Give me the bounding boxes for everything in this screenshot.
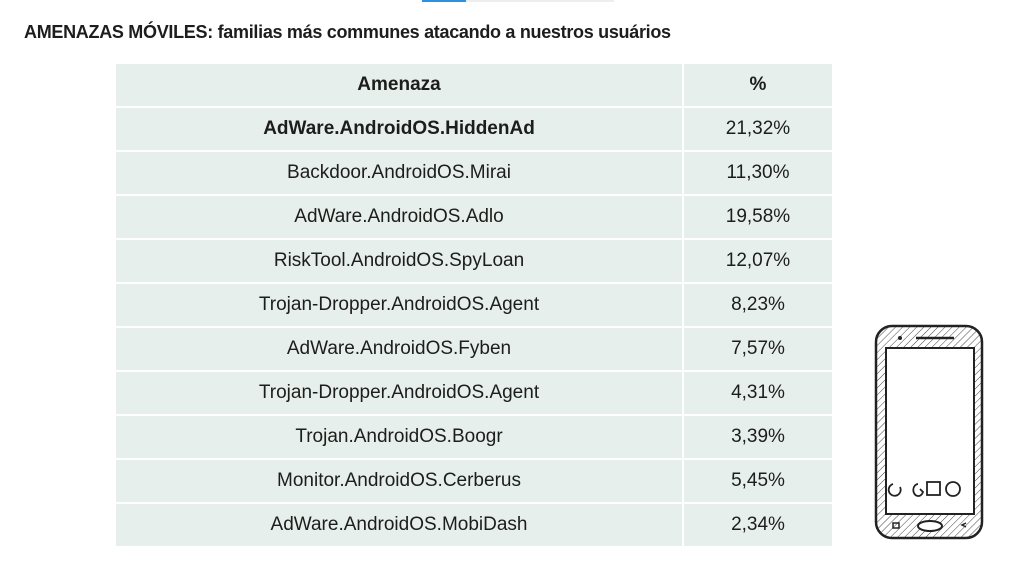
- table-row: Monitor.AndroidOS.Cerberus 5,45%: [114, 458, 834, 504]
- table-row: AdWare.AndroidOS.Fyben 7,57%: [114, 326, 834, 372]
- threat-name: Trojan-Dropper.AndroidOS.Agent: [114, 282, 684, 328]
- threat-name: Backdoor.AndroidOS.Mirai: [114, 150, 684, 196]
- header-threat: Amenaza: [114, 62, 684, 108]
- threat-percent: 12,07%: [682, 238, 834, 284]
- table-row: AdWare.AndroidOS.MobiDash 2,34%: [114, 502, 834, 548]
- threat-name: Trojan.AndroidOS.Boogr: [114, 414, 684, 460]
- threat-percent: 21,32%: [682, 106, 834, 152]
- threat-name: AdWare.AndroidOS.MobiDash: [114, 502, 684, 548]
- table-row: Trojan-Dropper.AndroidOS.Agent 4,31%: [114, 370, 834, 416]
- threat-percent: 8,23%: [682, 282, 834, 328]
- table-row: Trojan-Dropper.AndroidOS.Agent 8,23%: [114, 282, 834, 328]
- table-row: RiskTool.AndroidOS.SpyLoan 12,07%: [114, 238, 834, 284]
- threat-name: AdWare.AndroidOS.HiddenAd: [114, 106, 684, 152]
- smartphone-illustration: [874, 324, 984, 540]
- header-percent: %: [682, 62, 834, 108]
- threat-name: AdWare.AndroidOS.Adlo: [114, 194, 684, 240]
- threat-percent: 4,31%: [682, 370, 834, 416]
- app-icons: [887, 481, 961, 497]
- threat-name: Trojan-Dropper.AndroidOS.Agent: [114, 370, 684, 416]
- table-row: AdWare.AndroidOS.HiddenAd 21,32%: [114, 106, 834, 152]
- threat-percent: 2,34%: [682, 502, 834, 548]
- table-row: AdWare.AndroidOS.Adlo 19,58%: [114, 194, 834, 240]
- threat-percent: 7,57%: [682, 326, 834, 372]
- threat-name: RiskTool.AndroidOS.SpyLoan: [114, 238, 684, 284]
- page-title: AMENAZAS MÓVILES: familias más communes …: [24, 22, 671, 42]
- threat-percent: 11,30%: [682, 150, 834, 196]
- threat-percent: 19,58%: [682, 194, 834, 240]
- slide-progress-bar: [422, 0, 614, 2]
- table-row: Trojan.AndroidOS.Boogr 3,39%: [114, 414, 834, 460]
- progress-fill: [422, 0, 467, 2]
- table-header-row: Amenaza %: [114, 62, 834, 108]
- threat-percent: 5,45%: [682, 458, 834, 504]
- table-row: Backdoor.AndroidOS.Mirai 11,30%: [114, 150, 834, 196]
- threat-name: Monitor.AndroidOS.Cerberus: [114, 458, 684, 504]
- threat-name: AdWare.AndroidOS.Fyben: [114, 326, 684, 372]
- threats-table: Amenaza % AdWare.AndroidOS.HiddenAd 21,32…: [114, 62, 834, 548]
- threat-percent: 3,39%: [682, 414, 834, 460]
